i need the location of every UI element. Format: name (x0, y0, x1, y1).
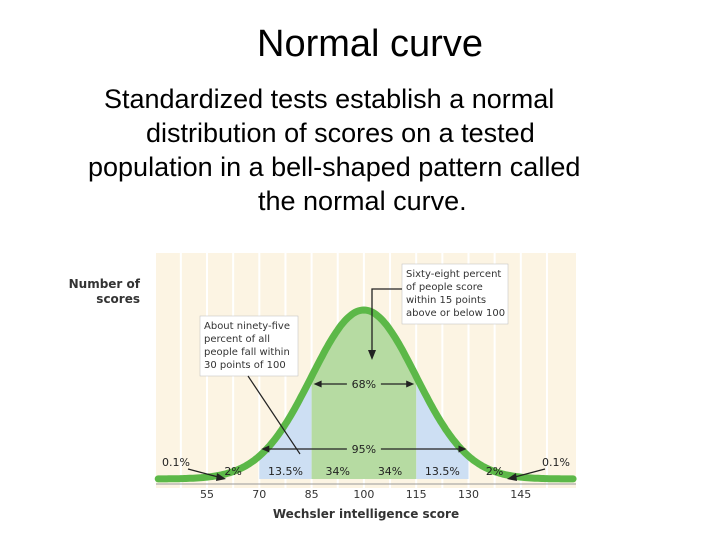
annotation-68-arrowhead (368, 350, 376, 360)
annotation-95-leader (247, 375, 301, 455)
x-tick-label: 85 (305, 488, 319, 501)
y-axis-label-line-1: Number of (69, 277, 141, 291)
body-line-1: Standardized tests establish a normal (104, 84, 555, 114)
range-percent-label: 68% (352, 378, 376, 391)
annotation-95-line-3: people fall within (204, 347, 290, 358)
x-tick-label: 145 (510, 488, 531, 501)
range-percent-label: 95% (352, 443, 376, 456)
x-tick-label: 115 (406, 488, 427, 501)
x-tick-label: 70 (252, 488, 266, 501)
x-tick-label: 100 (353, 488, 374, 501)
annotation-68-arrow (371, 288, 402, 350)
annotation-68-box: Sixty-eight percent of people score with… (401, 263, 509, 325)
normal-curve-chart: Number of scores 55 70 85 100 115 130 145 Wech… (69, 253, 577, 521)
band-percent-label: 34% (326, 465, 350, 478)
slide-body-text: Standardized tests establish a normal di… (88, 82, 680, 218)
x-tick-label: 130 (458, 488, 479, 501)
slide-title: Normal curve (257, 23, 483, 65)
x-axis-label: Wechsler intelligence score (273, 507, 459, 521)
tail-arrowhead-left (216, 473, 226, 481)
annotation-95-background (199, 315, 299, 377)
y-axis-label-line-2: scores (96, 292, 140, 306)
x-tick-labels: 55 70 85 100 115 130 145 (200, 488, 531, 501)
range-arrowhead-right (458, 445, 467, 453)
annotation-68-line-4: above or below 100 (406, 308, 505, 319)
range-arrowhead-left (313, 380, 322, 388)
annotation-95-line-2: percent of all (204, 334, 270, 345)
annotation-68-line-3: within 15 points (406, 295, 486, 306)
range-arrows: 68% 95% (261, 378, 467, 456)
body-line-4: the normal curve. (258, 186, 467, 216)
annotation-68-background (401, 263, 509, 325)
band-percent-label: 2% (224, 465, 241, 478)
band-percent-label: 0.1% (162, 456, 190, 469)
band-percent-labels: 0.1% 2% 13.5% 34% 34% 13.5% 2% 0.1% (162, 456, 570, 478)
band-percent-label: 34% (378, 465, 402, 478)
band-percent-label: 13.5% (268, 465, 303, 478)
band-percent-label: 2% (486, 465, 503, 478)
body-line-3: population in a bell-shaped pattern call… (88, 152, 581, 182)
annotation-68-line-1: Sixty-eight percent (406, 269, 501, 280)
range-arrowhead-right (406, 380, 415, 388)
tail-arrow-left (187, 468, 223, 479)
tail-arrow-right (510, 468, 546, 479)
body-line-2: distribution of scores on a tested (146, 118, 535, 148)
annotation-95-line-1: About ninety-five (204, 321, 290, 332)
x-tick-label: 55 (200, 488, 214, 501)
tail-arrowhead-right (507, 473, 517, 481)
band-percent-label: 13.5% (425, 465, 460, 478)
normal-curve-line (154, 306, 577, 483)
inner-band-fill (311, 310, 417, 479)
band-percent-label: 0.1% (542, 456, 570, 469)
annotation-95-box: About ninety-five percent of all people … (199, 315, 299, 377)
range-arrowhead-left (261, 445, 270, 453)
annotation-68-line-2: of people score (406, 282, 483, 293)
annotation-95-line-4: 30 points of 100 (204, 360, 286, 371)
